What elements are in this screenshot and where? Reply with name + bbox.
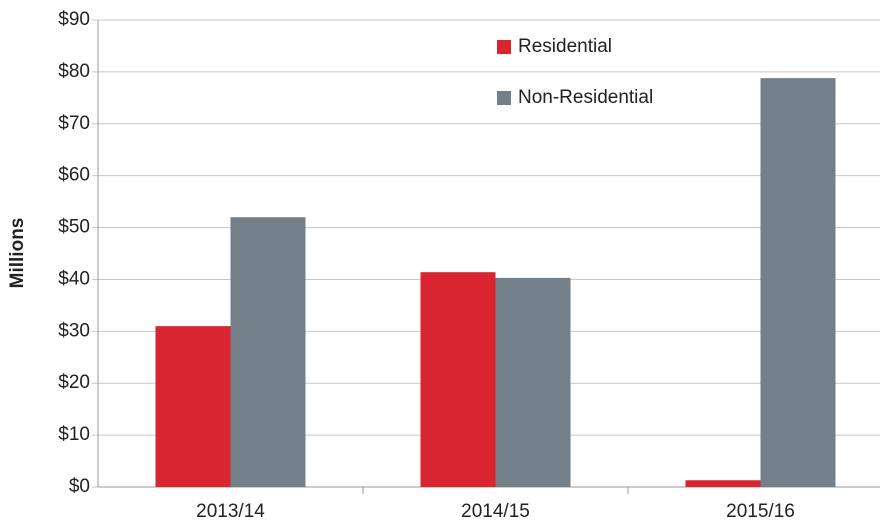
legend-label: Residential <box>518 36 612 57</box>
legend-swatch <box>497 91 511 105</box>
y-tick-label: $20 <box>58 372 90 393</box>
y-tick-label: $90 <box>58 9 90 30</box>
x-tick-label: 2014/15 <box>461 501 530 522</box>
bar <box>155 326 231 487</box>
y-tick-label: $10 <box>58 424 90 445</box>
y-tick-label: $40 <box>58 268 90 289</box>
legend-label: Non-Residential <box>518 87 653 108</box>
bar <box>685 480 761 487</box>
bar <box>230 217 306 487</box>
bar <box>495 277 571 487</box>
x-tick-label: 2015/16 <box>726 501 795 522</box>
bar <box>420 272 496 487</box>
y-tick-label: $70 <box>58 113 90 134</box>
y-axis-label: Millions <box>7 218 28 289</box>
legend-swatch <box>497 40 511 54</box>
y-tick-label: $80 <box>58 61 90 82</box>
y-tick-label: $30 <box>58 320 90 341</box>
y-tick-label: $60 <box>58 165 90 186</box>
x-tick-label: 2013/14 <box>196 501 265 522</box>
y-tick-label: $0 <box>69 476 90 497</box>
bar <box>760 78 836 488</box>
y-tick-label: $50 <box>58 217 90 238</box>
